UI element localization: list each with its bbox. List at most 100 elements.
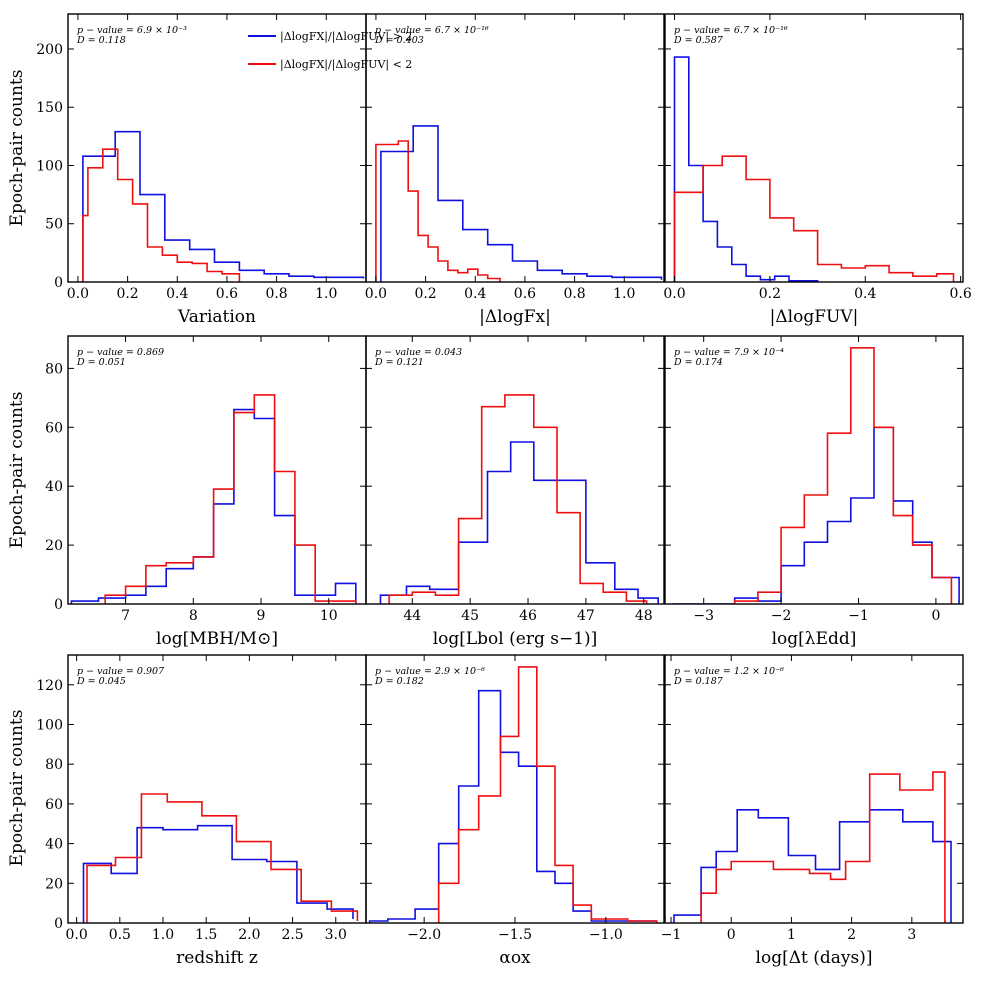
x-tick-label: 0.8 <box>265 286 287 302</box>
panel-7: 0.0 0.5 1.0 1.5 2.0 2.5 3.0 0 20 40 60 80 100 120 reds… <box>36 654 367 968</box>
panel-frame <box>664 654 964 924</box>
y-tick-label: 80 <box>45 361 63 377</box>
x-axis-label: |ΔlogFx| <box>479 307 551 327</box>
x-tick-label: 0 <box>931 608 940 624</box>
panel-2: 0.0 0.2 0.4 0.6 0.8 1.0 |ΔlogFx| p − value = 6.… <box>365 13 665 327</box>
x-tick-label: −2.0 <box>407 927 441 943</box>
ks-d-annotation: D = 0.587 <box>673 35 724 46</box>
y-tick-label: 0 <box>54 597 63 613</box>
panel-4: 7 8 9 10 0 20 40 60 80 log[MBH/M⊙] p − value = 0.8… <box>45 335 367 649</box>
y-tick-label: 60 <box>45 797 63 813</box>
series-blue-histogram <box>672 426 960 604</box>
p-value-annotation: p − value = 6.9 × 10⁻³ <box>77 25 187 36</box>
ks-d-annotation: D = 0.121 <box>374 357 424 368</box>
legend-red-label: |ΔlogFX|/|ΔlogFUV| < 2 <box>280 58 412 72</box>
x-tick-label: 2.0 <box>238 927 260 943</box>
series-red-histogram <box>700 771 946 923</box>
series-blue-histogram <box>379 441 659 604</box>
y-tick-label: 0 <box>54 916 63 932</box>
x-axis-label: redshift z <box>176 948 258 968</box>
panel-frame <box>67 654 367 924</box>
y-axis-label-row-3: Epoch-pair counts <box>7 710 27 867</box>
x-tick-label: 0.8 <box>563 286 585 302</box>
x-tick-label: 0.2 <box>414 286 436 302</box>
x-tick-label: 3.0 <box>325 927 347 943</box>
legend: |ΔlogFX|/|ΔlogFUV| > 2 |ΔlogFX|/|ΔlogFUV… <box>248 30 412 72</box>
panels-layer: 0.0 0.2 0.4 0.6 0.8 1.0050100150200Variationp… <box>36 13 972 968</box>
x-tick-label: 0.0 <box>365 286 387 302</box>
y-tick-label: 100 <box>36 717 63 733</box>
series-blue-histogram <box>380 125 663 282</box>
x-tick-label: 0.5 <box>109 927 131 943</box>
x-tick-label: 0 <box>727 927 736 943</box>
x-axis-label: log[MBH/M⊙] <box>156 629 278 649</box>
p-value-annotation: p − value = 7.9 × 10⁻⁴ <box>674 347 784 358</box>
p-value-annotation: p − value = 2.9 × 10⁻⁶ <box>375 666 485 677</box>
y-tick-label: 50 <box>45 217 63 233</box>
panel-frame <box>664 335 964 605</box>
ks-d-annotation: D = 0.045 <box>76 676 126 687</box>
y-tick-label: 80 <box>45 757 63 773</box>
x-tick-label: 1.0 <box>613 286 635 302</box>
x-tick-label: 48 <box>635 608 653 624</box>
series-red-histogram <box>733 347 953 604</box>
x-tick-label: 0.4 <box>166 286 188 302</box>
series-blue-histogram <box>673 809 952 923</box>
series-red-histogram <box>375 140 501 282</box>
x-tick-label: 1.0 <box>152 927 174 943</box>
p-value-annotation: p − value = 0.907 <box>77 666 165 677</box>
x-tick-label: −1.0 <box>589 927 623 943</box>
series-red-histogram <box>673 155 955 282</box>
series-red-histogram <box>86 793 359 923</box>
panel-frame <box>365 335 665 605</box>
x-tick-label: −1 <box>848 608 869 624</box>
panel-frame <box>365 13 665 283</box>
x-tick-label: 0.0 <box>663 286 685 302</box>
x-tick-label: −1 <box>661 927 682 943</box>
y-tick-label: 200 <box>36 42 63 58</box>
series-red-histogram <box>388 394 648 604</box>
x-axis-label: log[λEdd] <box>772 629 857 649</box>
p-value-annotation: p − value = 1.2 × 10⁻⁶ <box>674 666 784 677</box>
y-axis-label-row-1: Epoch-pair counts <box>7 70 27 227</box>
x-tick-label: −2 <box>771 608 792 624</box>
x-tick-label: 45 <box>461 608 479 624</box>
y-tick-label: 60 <box>45 420 63 436</box>
legend-blue-label: |ΔlogFX|/|ΔlogFUV| > 2 <box>280 30 412 44</box>
x-tick-label: 0.0 <box>66 927 88 943</box>
x-tick-label: −1.5 <box>498 927 532 943</box>
y-tick-label: 120 <box>36 678 63 694</box>
x-tick-label: 0.2 <box>116 286 138 302</box>
y-tick-label: 20 <box>45 876 63 892</box>
series-blue-histogram <box>82 824 354 923</box>
x-tick-label: 2 <box>847 927 856 943</box>
x-tick-label: 8 <box>189 608 198 624</box>
panel-5: 44 45 46 47 48 log[Lbol (erg s−1)] p − value =… <box>365 335 665 649</box>
series-red-histogram <box>104 394 357 604</box>
x-axis-label: αox <box>499 948 531 968</box>
ks-d-annotation: D = 0.051 <box>76 357 126 368</box>
x-tick-label: 3 <box>907 927 916 943</box>
panel-8: −2.0 −1.5 −1.0 αox p − value = 2.9 × 10⁻⁶D =… <box>365 654 665 968</box>
x-tick-label: 0.4 <box>464 286 486 302</box>
y-tick-label: 150 <box>36 100 63 116</box>
x-tick-label: 2.5 <box>281 927 303 943</box>
x-tick-label: 0.6 <box>514 286 536 302</box>
x-tick-label: 0.0 <box>67 286 89 302</box>
x-tick-label: 1.5 <box>195 927 217 943</box>
x-tick-label: −3 <box>693 608 714 624</box>
series-red-histogram <box>437 666 658 923</box>
x-tick-label: 10 <box>320 608 338 624</box>
y-tick-label: 20 <box>45 538 63 554</box>
panel-6: −3 −2 −1 0 log[λEdd] p − value = 7.9 × 10⁻⁴D … <box>664 335 964 649</box>
series-red-histogram <box>82 148 241 282</box>
series-blue-histogram <box>82 130 365 282</box>
y-tick-label: 100 <box>36 158 63 174</box>
ks-d-annotation: D = 0.403 <box>374 35 424 46</box>
p-value-annotation: p − value = 0.869 <box>77 347 164 358</box>
p-value-annotation: p − value = 6.7 × 10⁻¹⁶ <box>375 25 489 36</box>
panel-frame <box>365 654 665 924</box>
x-tick-label: 44 <box>403 608 421 624</box>
x-tick-label: 0.6 <box>949 286 971 302</box>
